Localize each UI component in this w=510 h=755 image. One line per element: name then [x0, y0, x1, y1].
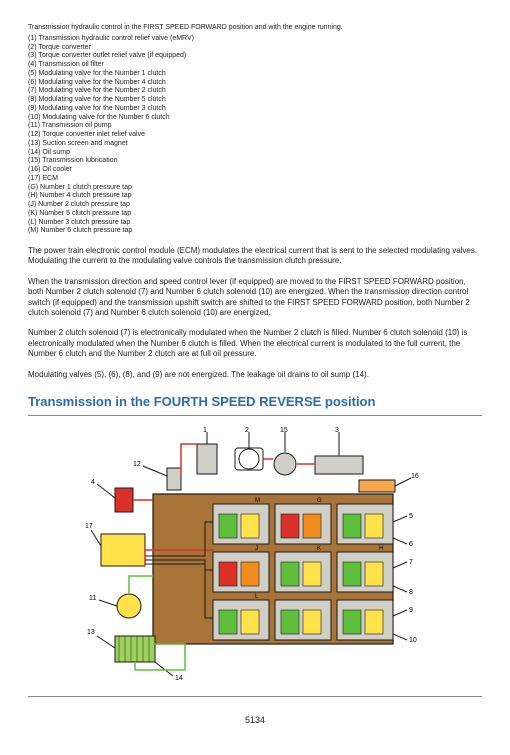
body-para-1: The power train electronic control modul…: [28, 246, 482, 267]
callout-10: 10: [409, 637, 417, 644]
legend-item: (1) Transmission hydraulic control relie…: [28, 35, 482, 44]
legend-item: (3) Torque converter outlet relief valve…: [28, 52, 482, 61]
legend-item: (M) Number 6 clutch pressure tap: [28, 227, 482, 236]
body-para-2: When the transmission direction and spee…: [28, 277, 482, 319]
legend-item: (4) Transmission oil filter: [28, 61, 482, 70]
tap-M: M: [255, 498, 260, 504]
legend-item: (10) Modulating valve for the Number 6 c…: [28, 114, 482, 123]
tap-J: J: [255, 546, 258, 552]
legend-item: (15) Transmission lubrication: [28, 157, 482, 166]
callout-6: 6: [409, 541, 413, 548]
legend-item: (K) Number 5 clutch pressure tap: [28, 210, 482, 219]
callout-15: 15: [280, 427, 288, 434]
callout-14: 14: [175, 675, 183, 682]
legend-item: (9) Modulating valve for the Number 3 cl…: [28, 105, 482, 114]
section-divider-top: [28, 415, 482, 416]
callout-3: 3: [335, 427, 339, 434]
tap-H: H: [379, 546, 383, 552]
legend-item: (12) Torque converter inlet relief valve: [28, 131, 482, 140]
callout-8: 8: [409, 589, 413, 596]
callout-9: 9: [409, 607, 413, 614]
body-para-3: Number 2 clutch solenoid (7) is electron…: [28, 328, 482, 359]
legend-item: (5) Modulating valve for the Number 1 cl…: [28, 70, 482, 79]
legend-item: (13) Suction screen and magnet: [28, 140, 482, 149]
section-title: Transmission in the FOURTH SPEED REVERSE…: [28, 394, 482, 409]
callout-4: 4: [91, 479, 95, 486]
body-para-4: Modulating valves (5), (6), (8), and (9)…: [28, 370, 482, 380]
legend-item: (7) Modulating valve for the Number 2 cl…: [28, 87, 482, 96]
legend-item: (J) Number 2 clutch pressure tap: [28, 201, 482, 210]
legend-item: (8) Modulating valve for the Number 5 cl…: [28, 96, 482, 105]
legend-item: (G) Number 1 clutch pressure tap: [28, 184, 482, 193]
legend-list: (1) Transmission hydraulic control relie…: [28, 35, 482, 236]
legend-item: (6) Modulating valve for the Number 4 cl…: [28, 79, 482, 88]
hydraulic-diagram: 1 2 15 3 4 12 16 M G J: [85, 426, 425, 686]
page-number: 5134: [28, 715, 482, 725]
legend-item: (17) ECM: [28, 175, 482, 184]
tap-G: G: [317, 498, 322, 504]
callout-2: 2: [245, 427, 249, 434]
callout-1: 1: [203, 427, 207, 434]
callout-11: 11: [89, 595, 96, 602]
section-divider-bottom: [28, 696, 482, 697]
legend-item: (L) Number 3 clutch pressure tap: [28, 219, 482, 228]
callout-12: 12: [133, 461, 141, 468]
legend-item: (14) Oil sump: [28, 149, 482, 158]
tap-K: K: [317, 546, 321, 552]
legend-item: (H) Number 4 clutch pressure tap: [28, 192, 482, 201]
callout-7: 7: [409, 559, 413, 566]
callout-16: 16: [411, 473, 419, 480]
callout-13: 13: [87, 629, 95, 636]
callout-17: 17: [85, 523, 93, 530]
legend-item: (2) Torque converter: [28, 44, 482, 53]
callout-5: 5: [409, 513, 413, 520]
legend-item: (11) Transmission oil pump: [28, 122, 482, 131]
legend-item: (16) Oil cooler: [28, 166, 482, 175]
legend-intro: Transmission hydraulic control in the FI…: [28, 24, 482, 33]
